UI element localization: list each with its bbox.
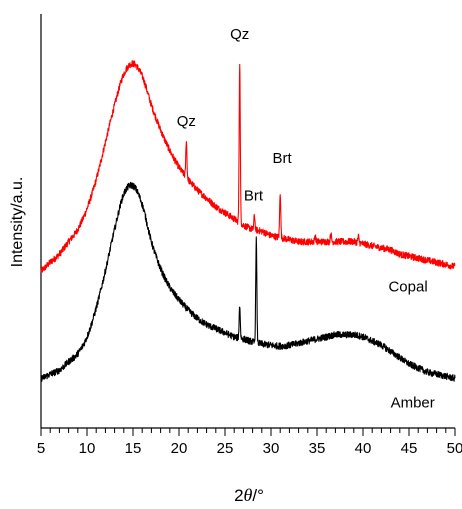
- x-tick-label: 40: [355, 440, 372, 457]
- x-tick-label: 50: [447, 440, 462, 457]
- x-tick-label: 35: [309, 440, 326, 457]
- annotations: Qz Qz Brt Brt: [177, 26, 293, 204]
- x-axis-label-unit: /°: [252, 486, 264, 505]
- x-ticks: [40, 428, 456, 436]
- x-tick-label: 15: [125, 440, 142, 457]
- x-tick-label: 45: [401, 440, 418, 457]
- series-group: [40, 60, 456, 382]
- x-tick-label: 10: [79, 440, 96, 457]
- x-axis-label-theta: θ: [244, 485, 253, 505]
- peak-annotation: Qz: [230, 26, 249, 43]
- x-tick-label: 25: [217, 440, 234, 457]
- series-label-copal: Copal: [388, 278, 427, 295]
- y-axis-label: Intensity/a.u.: [9, 177, 26, 268]
- x-tick-label: 5: [37, 440, 45, 457]
- peak-annotation: Brt: [272, 150, 292, 167]
- x-axis-label: 2θ/°: [234, 485, 264, 505]
- x-tick-labels: 5 10 15 20 25 30 35 40 45 50: [37, 440, 462, 457]
- series-label-amber: Amber: [391, 394, 435, 411]
- series-line-amber: [40, 181, 456, 382]
- series-line-copal: [40, 60, 456, 273]
- peak-annotation: Qz: [177, 113, 196, 130]
- x-tick-label: 20: [171, 440, 188, 457]
- series-labels: Copal Amber: [388, 278, 434, 411]
- x-axis-label-number: 2: [234, 486, 243, 505]
- peak-annotation: Brt: [244, 187, 264, 204]
- axes: [40, 14, 455, 429]
- x-tick-label: 30: [263, 440, 280, 457]
